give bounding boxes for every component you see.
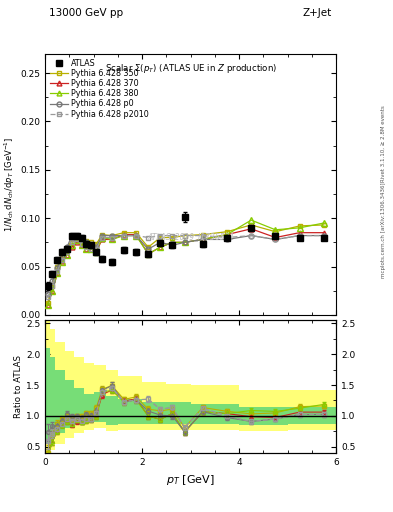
X-axis label: $p_T$ [GeV]: $p_T$ [GeV]: [166, 473, 215, 486]
Text: Scalar $\Sigma(p_T)$ (ATLAS UE in $Z$ production): Scalar $\Sigma(p_T)$ (ATLAS UE in $Z$ pr…: [105, 61, 277, 75]
Text: Rivet 3.1.10, ≥ 2.8M events: Rivet 3.1.10, ≥ 2.8M events: [381, 105, 386, 182]
Text: 13000 GeV pp: 13000 GeV pp: [49, 8, 123, 18]
Legend: ATLAS, Pythia 6.428 350, Pythia 6.428 370, Pythia 6.428 380, Pythia 6.428 p0, Py: ATLAS, Pythia 6.428 350, Pythia 6.428 37…: [48, 57, 151, 120]
Text: mcplots.cern.ch [arXiv:1306.3436]: mcplots.cern.ch [arXiv:1306.3436]: [381, 183, 386, 278]
Text: Z+Jet: Z+Jet: [303, 8, 332, 18]
Text: ATLAS_2019_I1736531: ATLAS_2019_I1736531: [147, 232, 234, 241]
Y-axis label: $1/N_\mathrm{ch}\,\mathrm{d}N_\mathrm{ch}/\mathrm{d}p_T\;[\mathrm{GeV}^{-1}]$: $1/N_\mathrm{ch}\,\mathrm{d}N_\mathrm{ch…: [3, 137, 17, 232]
Y-axis label: Ratio to ATLAS: Ratio to ATLAS: [14, 355, 23, 418]
